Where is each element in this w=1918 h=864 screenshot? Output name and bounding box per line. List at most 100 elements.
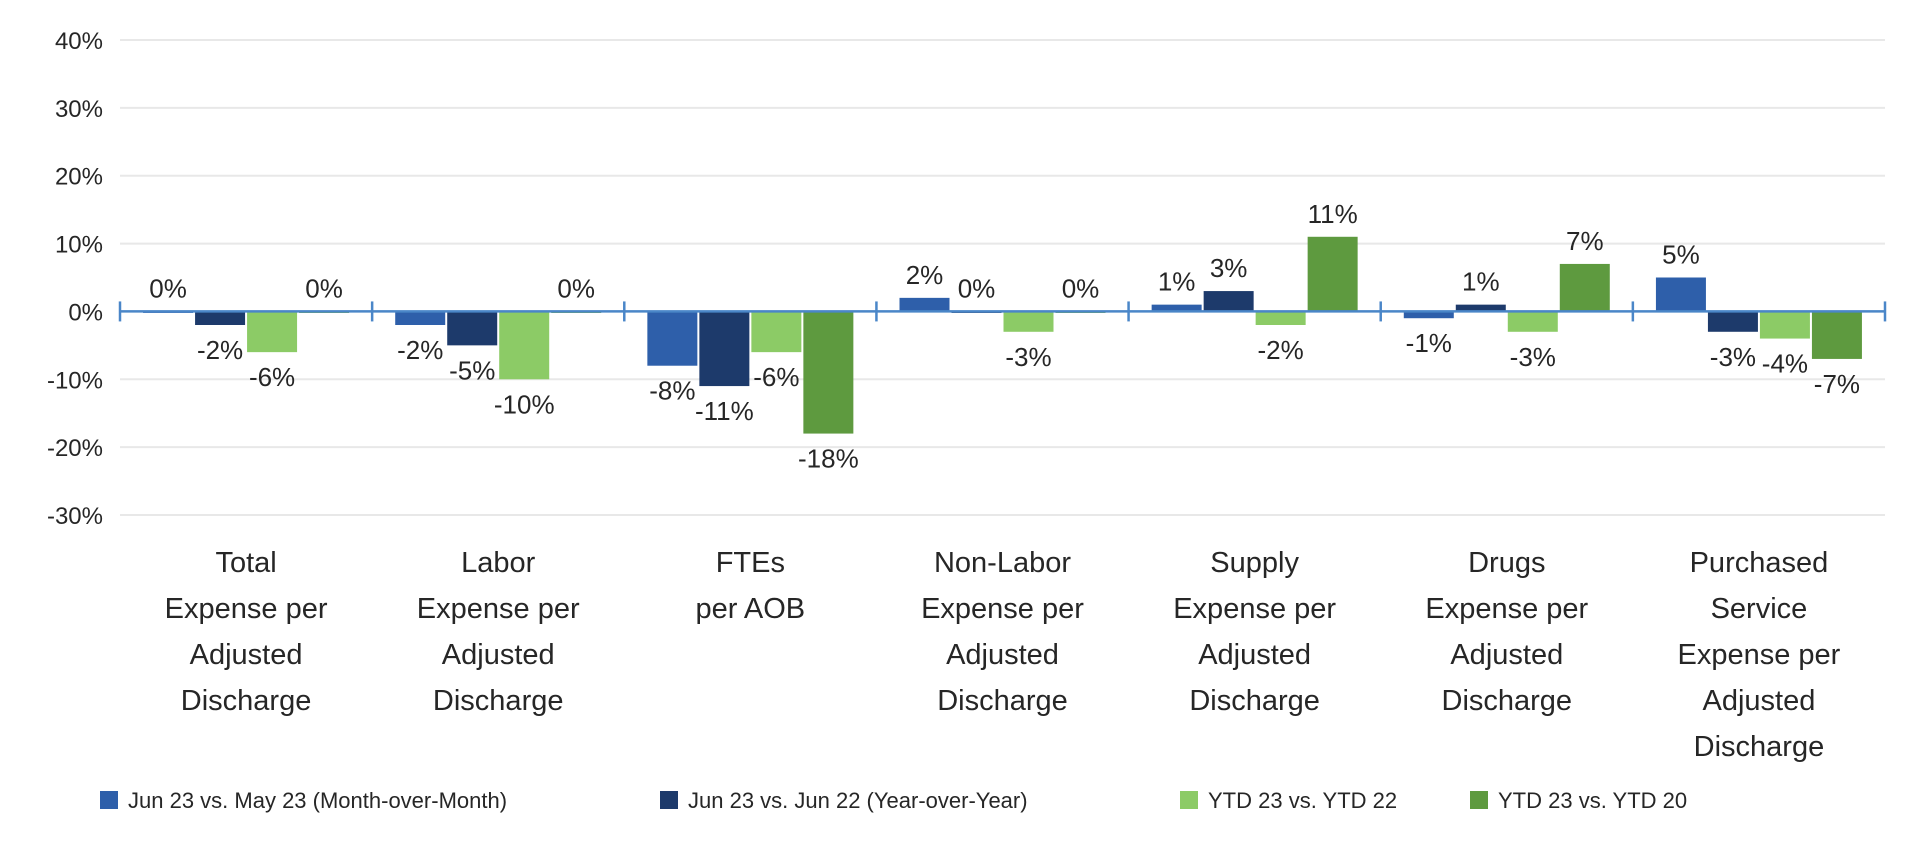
- bar: [699, 311, 750, 387]
- category-label-line: Expense per: [1425, 593, 1588, 625]
- category-label-line: Non-Labor: [934, 547, 1071, 579]
- data-label: -5%: [449, 355, 495, 385]
- y-tick-label: -20%: [47, 435, 103, 462]
- legend-label: YTD 23 vs. YTD 20: [1498, 788, 1687, 813]
- legend-swatch: [1470, 791, 1488, 809]
- bar: [1151, 304, 1202, 312]
- category-label-line: per AOB: [696, 593, 806, 625]
- data-label: 5%: [1662, 240, 1700, 270]
- data-label: -3%: [1710, 342, 1756, 372]
- category-label-line: Expense per: [1173, 593, 1336, 625]
- category-label-line: Discharge: [181, 685, 312, 717]
- data-label: 0%: [958, 273, 996, 303]
- data-label: 0%: [557, 273, 595, 303]
- category-label-line: FTEs: [716, 547, 785, 579]
- category-label-line: Total: [215, 547, 276, 579]
- data-label: -6%: [753, 362, 799, 392]
- category-label-line: Adjusted: [1702, 685, 1815, 717]
- category-label-line: Discharge: [937, 685, 1068, 717]
- category-label-line: Expense per: [165, 593, 328, 625]
- category-label-line: Adjusted: [1450, 639, 1563, 671]
- bar: [899, 297, 950, 312]
- data-label: -11%: [695, 396, 754, 426]
- category-label: Purchased Service Expense per Adjusted Disch…: [1678, 547, 1841, 763]
- data-label: 11%: [1308, 199, 1358, 229]
- data-label: -18%: [798, 444, 859, 474]
- y-tick-label: 20%: [55, 164, 103, 191]
- bar: [803, 311, 854, 434]
- data-label: 7%: [1566, 226, 1604, 256]
- category-label-line: Purchased: [1690, 547, 1829, 579]
- category-label: Supply Expense per Adjusted Discharge: [1173, 547, 1336, 717]
- data-label: -3%: [1510, 342, 1556, 372]
- data-label: -10%: [494, 389, 555, 419]
- data-label: -3%: [1005, 342, 1051, 372]
- category-label: Labor Expense per Adjusted Discharge: [417, 547, 580, 717]
- category-label: Total Expense per Adjusted Discharge: [165, 547, 328, 717]
- bar: [1559, 263, 1610, 312]
- legend-swatch: [100, 791, 118, 809]
- bar: [395, 311, 446, 325]
- bar: [647, 311, 698, 366]
- category-label-line: Discharge: [1694, 731, 1825, 763]
- bar: [1655, 277, 1706, 312]
- data-label: -2%: [197, 335, 243, 365]
- bar: [447, 311, 498, 346]
- category-label-line: Discharge: [1189, 685, 1320, 717]
- bar: [751, 311, 802, 353]
- category-labels: Total Expense per Adjusted Discharge Labor Ex…: [165, 547, 1841, 763]
- data-label: 3%: [1210, 253, 1248, 283]
- y-axis-tick-labels: 40% 30% 20% 10% 0% -10% -20% -30%: [47, 28, 103, 530]
- data-label: -6%: [249, 362, 295, 392]
- y-tick-label: 0%: [68, 299, 103, 326]
- data-label: -7%: [1814, 369, 1860, 399]
- bar: [1403, 311, 1454, 319]
- bar: [1507, 311, 1558, 332]
- data-label: 1%: [1462, 267, 1500, 297]
- category-label: Drugs Expense per Adjusted Discharge: [1425, 547, 1588, 717]
- legend-swatch: [660, 791, 678, 809]
- category-label-line: Adjusted: [442, 639, 555, 671]
- data-label: -2%: [397, 335, 443, 365]
- bar: [1003, 311, 1054, 332]
- bar: [1307, 236, 1358, 312]
- data-label: -1%: [1406, 328, 1452, 358]
- category-label-line: Expense per: [417, 593, 580, 625]
- legend-label: Jun 23 vs. Jun 22 (Year-over-Year): [688, 788, 1028, 813]
- data-label: -4%: [1762, 349, 1808, 379]
- category-label-line: Adjusted: [190, 639, 303, 671]
- y-tick-label: -30%: [47, 503, 103, 530]
- bar: [1759, 311, 1810, 339]
- data-label: 0%: [1062, 273, 1100, 303]
- x-axis: [118, 301, 1887, 322]
- category-label-line: Adjusted: [1198, 639, 1311, 671]
- category-label-line: Labor: [461, 547, 536, 579]
- bar: [1707, 311, 1758, 332]
- category-label: Non-Labor Expense per Adjusted Discharge: [921, 547, 1084, 717]
- data-label: -2%: [1258, 335, 1304, 365]
- bar: [195, 311, 246, 325]
- category-label-line: Expense per: [1678, 639, 1841, 671]
- data-label: 0%: [149, 273, 187, 303]
- category-label: FTEs per AOB: [696, 547, 806, 625]
- data-labels: 0%-2%-8%2% 1%-1%5%-2%-5%-11%0%3% 1%-3%-6%-…: [149, 199, 1860, 474]
- category-label-line: Discharge: [433, 685, 564, 717]
- bar: [1811, 311, 1862, 359]
- y-tick-label: -10%: [47, 367, 103, 394]
- bar: [1255, 311, 1306, 325]
- legend-label: Jun 23 vs. May 23 (Month-over-Month): [128, 788, 507, 813]
- bar: [1455, 304, 1506, 312]
- bar: [499, 311, 550, 380]
- bar: [247, 311, 298, 353]
- category-label-line: Drugs: [1468, 547, 1545, 579]
- data-label: 2%: [906, 260, 944, 290]
- category-label-line: Service: [1711, 593, 1808, 625]
- data-label: -8%: [649, 376, 695, 406]
- data-label: 0%: [305, 273, 343, 303]
- legend-swatch: [1180, 791, 1198, 809]
- category-label-line: Expense per: [921, 593, 1084, 625]
- y-tick-label: 40%: [55, 28, 103, 55]
- y-tick-label: 10%: [55, 232, 103, 259]
- legend-label: YTD 23 vs. YTD 22: [1208, 788, 1397, 813]
